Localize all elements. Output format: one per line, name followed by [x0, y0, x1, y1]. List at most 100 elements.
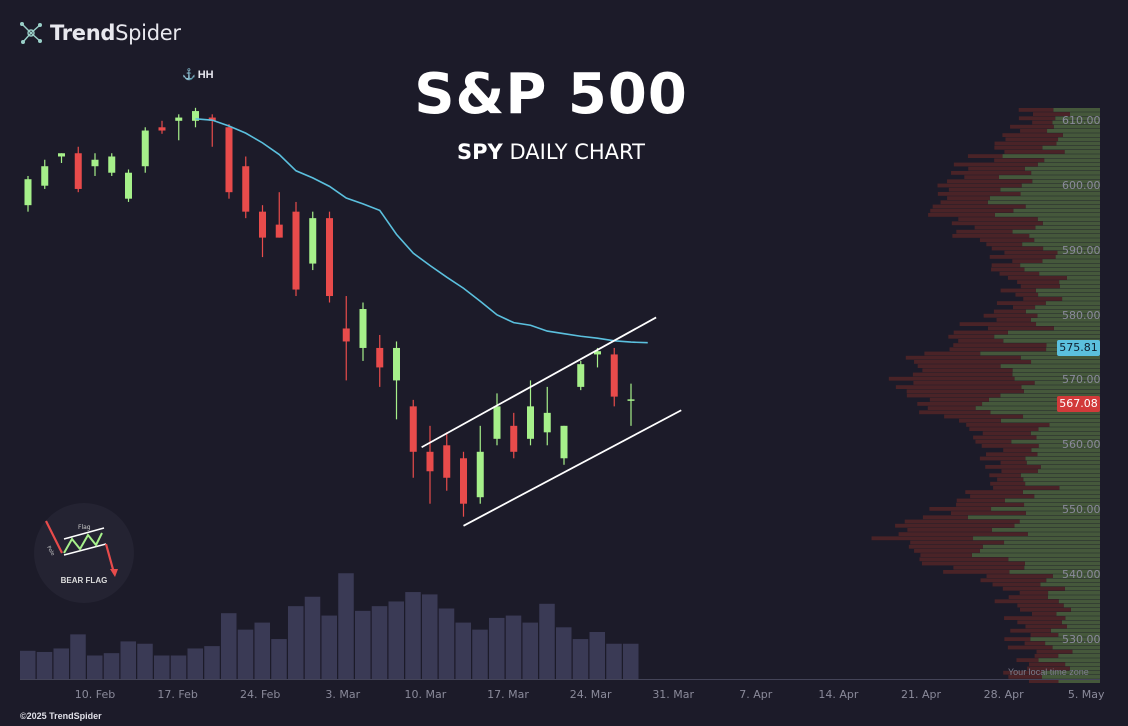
volume-profile-bar — [1062, 297, 1100, 301]
volume-bar — [405, 592, 421, 679]
volume-profile-bar — [1024, 565, 1100, 570]
volume-profile-bar — [1042, 145, 1100, 150]
volume-profile-bar — [950, 511, 1026, 515]
volume-profile-bar — [1040, 582, 1100, 587]
volume-bar — [606, 643, 622, 679]
y-tick-label: 600.00 — [1062, 178, 1101, 192]
candle — [192, 107, 199, 128]
volume-profile-bar — [922, 368, 1013, 373]
volume-profile-bar — [1065, 662, 1100, 667]
volume-profile-bar — [1053, 326, 1100, 331]
volume-profile-bar — [937, 183, 1022, 188]
volume-profile-bar — [987, 326, 1054, 331]
candle — [108, 153, 116, 176]
volume-profile-bar — [998, 175, 1100, 179]
volume-profile-bar — [905, 355, 1021, 360]
candle-body — [577, 364, 585, 387]
copyright: ©2025 TrendSpider — [20, 711, 102, 721]
volume-profile-bar — [974, 225, 1036, 230]
volume-profile-bar — [949, 347, 1047, 352]
volume-profile-bar — [1030, 637, 1100, 641]
candle — [41, 159, 49, 189]
volume-bar — [87, 655, 103, 679]
volume-profile-bar — [987, 200, 1100, 205]
volume-profile-bar — [914, 360, 1032, 364]
volume-bar — [388, 601, 404, 679]
volume-profile-bar — [968, 166, 1025, 171]
volume-profile-bar — [917, 364, 1001, 368]
candle-body — [108, 156, 116, 173]
volume-profile-bar — [980, 578, 1047, 583]
volume-profile-bar — [1058, 137, 1100, 142]
volume-bar — [422, 594, 438, 679]
volume-profile-bar — [1022, 242, 1100, 247]
volume-bar — [120, 641, 136, 679]
volume-profile-bar — [1053, 108, 1100, 112]
volume-bar — [288, 606, 304, 679]
volume-profile-bar — [1012, 305, 1036, 310]
trendspider-logo-icon — [20, 22, 42, 44]
candle — [426, 425, 434, 504]
volume-profile-bar — [959, 418, 1001, 423]
volume-profile-bar — [1031, 171, 1100, 175]
volume-profile-bar — [1066, 276, 1100, 280]
candle — [74, 146, 82, 193]
volume-profile-bar — [1065, 616, 1100, 620]
badge-pole-text: Pole — [45, 545, 55, 557]
volume-bar — [623, 643, 639, 679]
volume-profile-bar — [1010, 124, 1054, 129]
volume-profile-bar — [1058, 654, 1100, 658]
volume-profile-bar — [1025, 309, 1100, 314]
candle — [242, 156, 250, 219]
volume-profile-bar — [985, 465, 1041, 469]
candle — [393, 341, 400, 420]
volume-profile-bar — [1035, 288, 1100, 293]
volume-profile-bar — [994, 334, 1100, 339]
volume-profile-bar — [947, 196, 990, 200]
candle-body — [493, 406, 501, 439]
volume-profile-bar — [1037, 469, 1100, 473]
volume-profile-bar — [1000, 418, 1100, 423]
volume-profile-bar — [1036, 322, 1100, 326]
volume-profile-bar — [1027, 532, 1100, 536]
candle-body — [192, 111, 199, 121]
x-tick-label: 24. Feb — [239, 688, 281, 701]
volume-profile-bar — [1017, 620, 1062, 625]
volume-profile-bar — [994, 158, 1045, 163]
volume-bar — [505, 615, 522, 679]
volume-profile-bar — [1047, 595, 1100, 599]
volume-profile-bar — [1019, 519, 1100, 524]
volume-profile-bar — [994, 599, 1059, 604]
volume-profile — [871, 108, 1100, 683]
chart-subtitle: SPY DAILY CHART — [0, 140, 1102, 164]
volume-bar — [556, 627, 572, 679]
volume-bar — [254, 622, 270, 679]
x-tick-label: 28. Apr — [983, 688, 1024, 701]
volume-profile-bar — [904, 519, 1020, 524]
volume-profile-bar — [1020, 129, 1048, 133]
volume-profile-bar — [1030, 431, 1100, 436]
volume-profile-bar — [1049, 423, 1100, 427]
volume-profile-bar — [1030, 633, 1059, 637]
volume-profile-bar — [871, 536, 974, 541]
volume-profile-bar — [958, 217, 1038, 221]
volume-bar — [572, 639, 589, 679]
y-tick-label: 530.00 — [1062, 633, 1101, 646]
volume-profile-bar — [1037, 162, 1100, 167]
volume-profile-bar — [1058, 633, 1100, 637]
volume-profile-bar — [1012, 368, 1100, 373]
volume-profile-bar — [1050, 628, 1100, 633]
volume-profile-bar — [1031, 448, 1100, 452]
volume-profile-bar — [1012, 229, 1100, 234]
volume-profile-bar — [989, 255, 1056, 259]
volume-profile-bar — [994, 213, 1100, 217]
candle-body — [91, 159, 99, 167]
volume-profile-bar — [1020, 355, 1100, 360]
volume-profile-bar — [993, 486, 1060, 490]
volume-bar — [103, 653, 120, 679]
volume-profile-bar — [1046, 578, 1100, 583]
ma-price-tag: 575.81 — [1057, 340, 1100, 356]
volume-profile-bar — [981, 444, 1039, 448]
volume-profile-bar — [1042, 259, 1100, 263]
volume-profile-bar — [979, 549, 1100, 553]
